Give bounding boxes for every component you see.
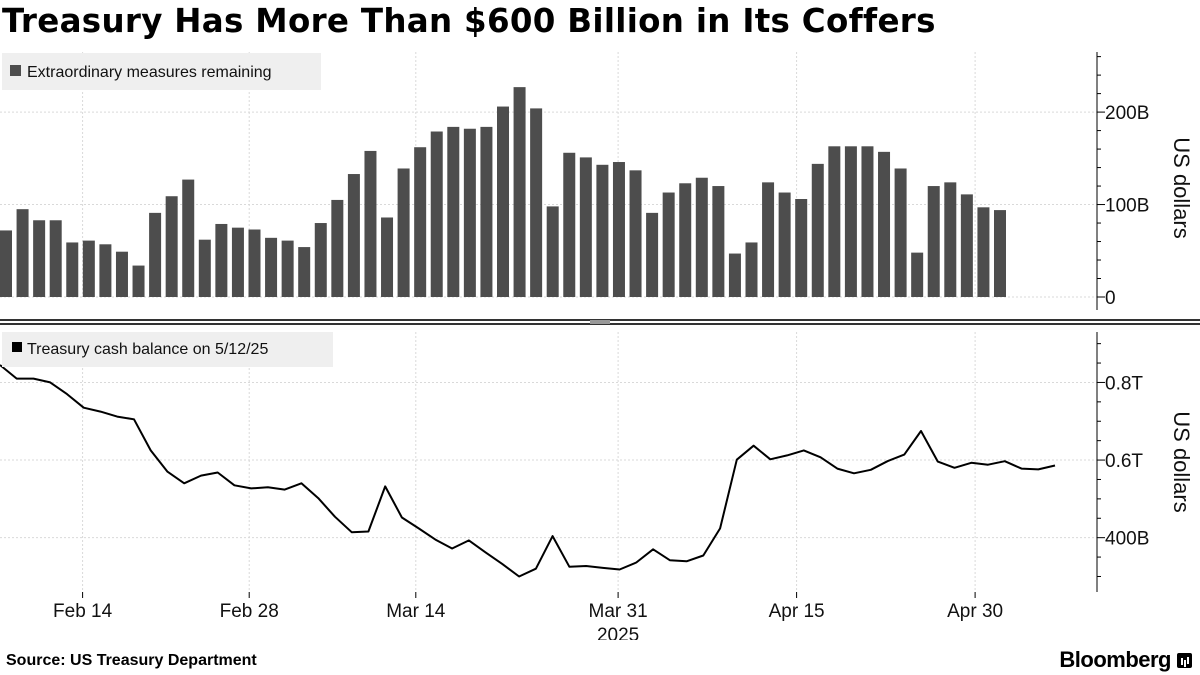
bar xyxy=(364,150,377,297)
bar xyxy=(762,182,775,297)
top-panel-bars xyxy=(0,87,1006,297)
bar xyxy=(463,128,476,297)
top-y-tick-label: 0 xyxy=(1105,288,1116,309)
top-panel-y-ticks: 0 100B 200B xyxy=(1097,56,1149,309)
bar-legend-swatch xyxy=(10,65,21,76)
bar xyxy=(430,131,443,297)
bar xyxy=(49,220,62,297)
top-y-tick-label: 100B xyxy=(1105,196,1149,217)
x-tick-label: Apr 15 xyxy=(769,601,825,622)
bar xyxy=(397,168,410,297)
bottom-panel-grid xyxy=(0,332,1097,592)
bar xyxy=(82,240,95,297)
bar xyxy=(563,152,576,297)
bar xyxy=(994,210,1006,297)
bloomberg-logo: Bloomberg xyxy=(1059,647,1192,673)
bar xyxy=(248,229,261,297)
bar xyxy=(33,220,46,297)
x-tick-label: Apr 30 xyxy=(947,601,1003,622)
bar xyxy=(381,217,394,297)
bar xyxy=(861,146,874,297)
bottom-panel-legend: Treasury cash balance on 5/12/25 xyxy=(2,332,333,367)
bar xyxy=(646,212,659,297)
bar xyxy=(265,237,278,297)
bar xyxy=(894,168,907,297)
brand-label: Bloomberg xyxy=(1059,647,1171,672)
bar xyxy=(927,186,940,297)
bar xyxy=(911,252,924,297)
bottom-panel-line xyxy=(0,364,1056,578)
bar xyxy=(281,240,294,297)
bar xyxy=(960,194,973,297)
bar-legend-label: Extraordinary measures remaining xyxy=(27,64,272,81)
bar xyxy=(165,196,178,297)
bar xyxy=(546,206,559,297)
bar xyxy=(596,164,609,297)
bar xyxy=(132,265,145,297)
bar xyxy=(513,87,526,297)
bloomberg-terminal-icon xyxy=(1177,652,1192,668)
bar xyxy=(198,239,211,297)
bar xyxy=(497,106,509,297)
bar xyxy=(314,223,327,297)
bottom-y-tick-label: 400B xyxy=(1105,529,1149,550)
bar xyxy=(149,212,162,297)
bar xyxy=(298,247,311,297)
top-y-tick-label: 200B xyxy=(1105,103,1149,124)
bar xyxy=(66,242,79,297)
panel-resize-handle[interactable] xyxy=(590,320,610,324)
chart-canvas: 0 100B 200B US dollars Extraordinary measu… xyxy=(0,52,1200,640)
line-legend-label: Treasury cash balance on 5/12/25 xyxy=(27,341,268,358)
bar xyxy=(778,192,791,297)
bar xyxy=(944,182,957,297)
bar xyxy=(612,162,625,297)
bar xyxy=(878,151,891,297)
x-year-label: 2025 xyxy=(597,625,639,640)
bar xyxy=(662,192,675,297)
bar xyxy=(99,244,112,297)
bar xyxy=(231,227,244,297)
bar xyxy=(579,157,592,297)
x-tick-label: Feb 14 xyxy=(53,601,113,622)
bar xyxy=(414,147,427,297)
bar xyxy=(728,253,741,297)
bar xyxy=(795,199,808,297)
x-tick-label: Mar 14 xyxy=(386,601,446,622)
bar xyxy=(480,126,493,297)
cash-balance-line xyxy=(0,364,1056,578)
top-panel-legend: Extraordinary measures remaining xyxy=(2,53,321,90)
x-axis-ticks: Feb 14 Feb 28 Mar 14 Mar 31 2025 Apr 15 Apr 30 xyxy=(53,592,1003,640)
bar xyxy=(16,209,29,297)
bottom-panel-y-label: US dollars xyxy=(1169,411,1194,512)
bar xyxy=(447,126,460,297)
bar xyxy=(530,108,543,297)
bar xyxy=(0,230,12,297)
bar xyxy=(712,186,725,297)
x-tick-label: Mar 31 xyxy=(589,601,648,622)
bar xyxy=(745,242,758,297)
bar xyxy=(844,146,857,297)
bottom-y-tick-label: 0.8T xyxy=(1105,373,1143,394)
bar xyxy=(215,223,228,297)
bar xyxy=(828,146,841,297)
bar xyxy=(679,183,692,297)
bottom-panel-y-ticks: 400B 0.6T 0.8T xyxy=(1097,343,1149,577)
bar xyxy=(347,174,360,297)
bar xyxy=(695,177,708,297)
panel-divider xyxy=(0,319,1200,325)
bar xyxy=(811,163,824,297)
bar xyxy=(629,170,642,297)
source-note: Source: US Treasury Department xyxy=(6,652,257,669)
top-panel-y-label: US dollars xyxy=(1169,137,1194,238)
x-tick-label: Feb 28 xyxy=(220,601,279,622)
bar xyxy=(977,207,990,297)
line-legend-swatch xyxy=(12,342,22,352)
bottom-y-tick-label: 0.6T xyxy=(1105,451,1143,472)
chart-title: Treasury Has More Than $600 Billion in I… xyxy=(2,2,936,40)
bar xyxy=(182,179,195,297)
bar xyxy=(331,199,344,297)
bar xyxy=(115,251,128,297)
